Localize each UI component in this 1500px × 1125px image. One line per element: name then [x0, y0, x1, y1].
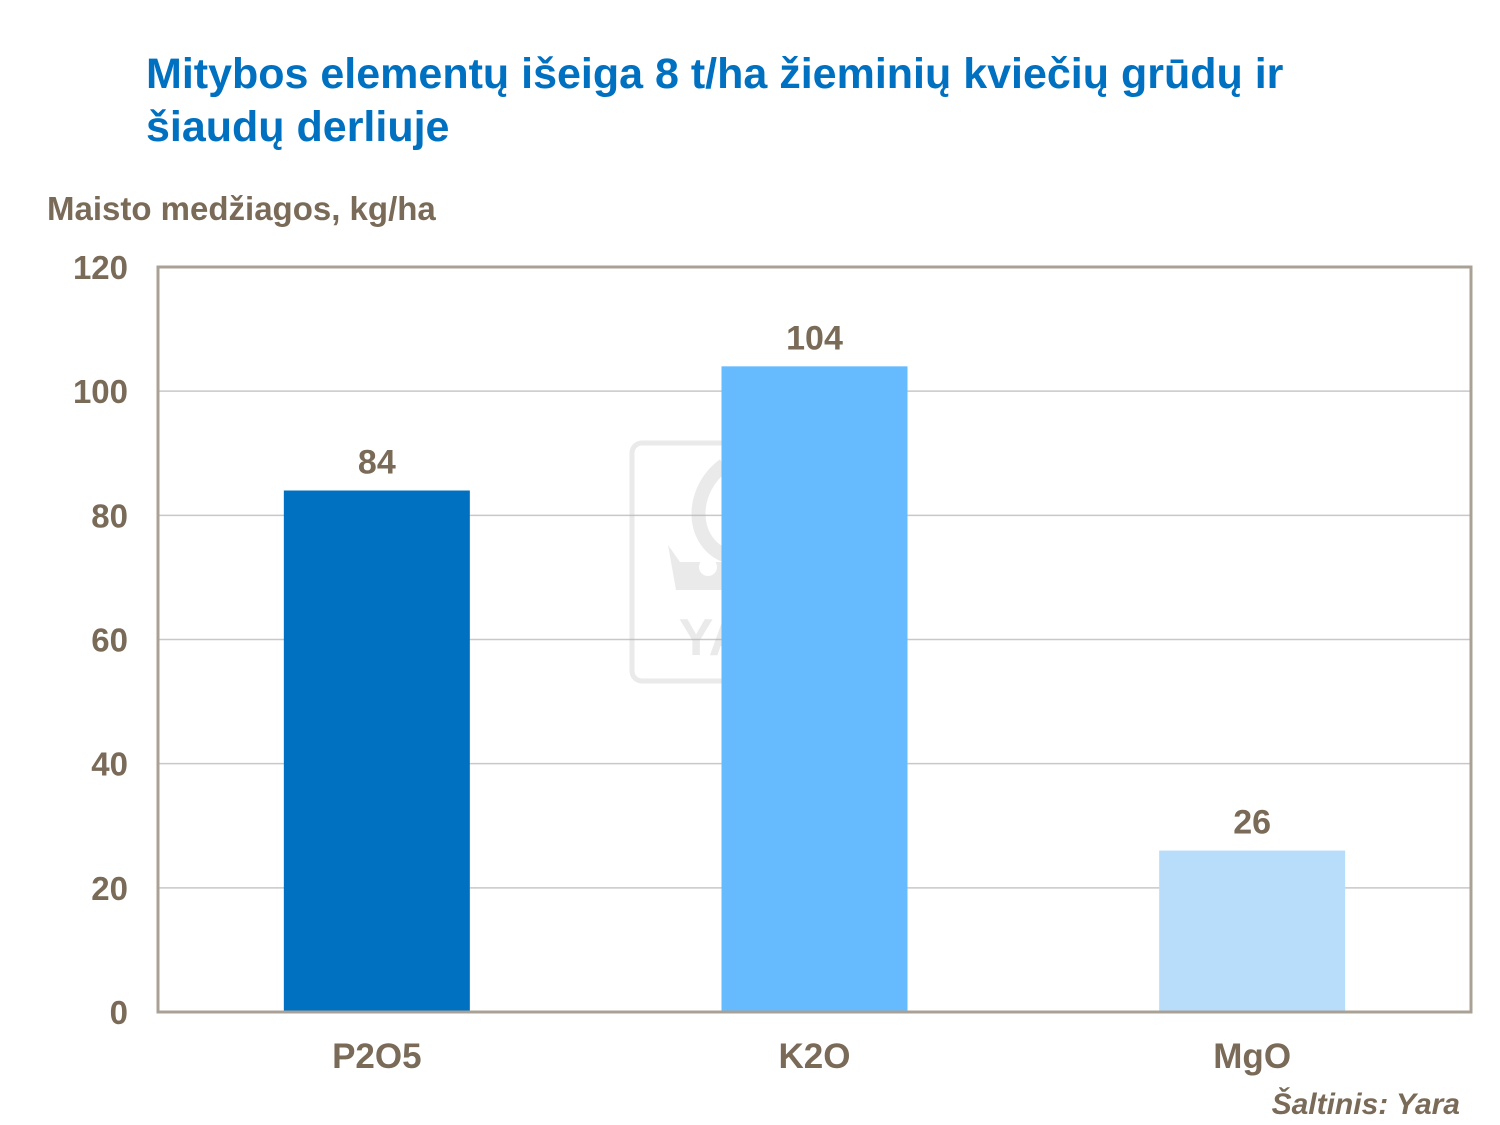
- x-tick-labels: P2O5 K2O MgO: [332, 1037, 1291, 1076]
- data-label-k2o: 104: [786, 319, 843, 357]
- y-tick-60: 60: [91, 622, 128, 659]
- x-tick-mgo: MgO: [1213, 1037, 1291, 1076]
- bar-p2o5: [283, 490, 470, 1012]
- y-tick-0: 0: [110, 994, 128, 1031]
- y-tick-120: 120: [73, 249, 128, 286]
- plot-frame: [156, 265, 1473, 1014]
- y-axis-label: Maisto medžiagos, kg/ha: [47, 190, 436, 227]
- source-note: Šaltinis: Yara: [1271, 1088, 1460, 1121]
- x-tick-k2o: K2O: [779, 1037, 851, 1076]
- y-tick-80: 80: [91, 497, 128, 534]
- data-label-p2o5: 84: [358, 444, 396, 482]
- y-tick-labels: 0 20 40 60 80 100 120: [73, 249, 128, 1031]
- data-labels: 84 104 26: [358, 319, 1271, 841]
- bars: [283, 366, 1346, 1012]
- chart-title: Mitybos elementų išeiga 8 t/ha žieminių …: [146, 50, 1284, 151]
- bar-mgo: [1159, 850, 1346, 1012]
- bar-k2o: [721, 366, 908, 1012]
- x-tick-p2o5: P2O5: [332, 1037, 422, 1076]
- y-tick-100: 100: [73, 373, 128, 410]
- y-tick-40: 40: [91, 746, 128, 783]
- y-tick-20: 20: [91, 870, 128, 907]
- data-label-mgo: 26: [1233, 804, 1271, 842]
